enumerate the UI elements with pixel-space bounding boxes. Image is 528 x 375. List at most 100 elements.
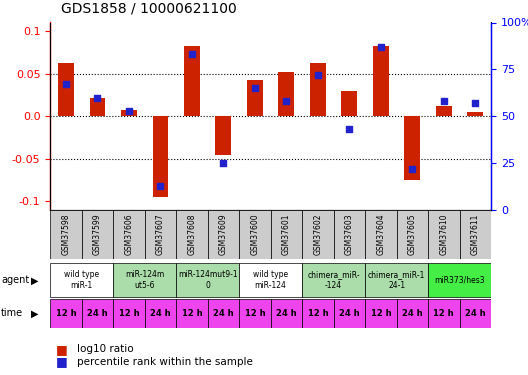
Point [471, 100, 479, 106]
Bar [270, 210, 302, 259]
Bar [50, 210, 82, 259]
Bar [365, 263, 428, 297]
Bar [428, 300, 459, 327]
Point [314, 72, 322, 78]
Text: ▶: ▶ [31, 275, 38, 285]
Text: GSM37609: GSM37609 [219, 214, 228, 255]
Text: percentile rank within the sample: percentile rank within the sample [77, 357, 252, 367]
Bar [365, 300, 397, 327]
Bar [113, 300, 145, 327]
Bar [82, 210, 113, 259]
Bar [436, 106, 451, 116]
Bar [113, 210, 145, 259]
Bar [310, 63, 326, 116]
Text: 24 h: 24 h [402, 309, 422, 318]
Bar [467, 112, 483, 116]
Point [62, 81, 70, 87]
Point [282, 98, 290, 104]
Text: GSM37603: GSM37603 [345, 214, 354, 255]
Text: wild type
miR-124: wild type miR-124 [253, 270, 288, 290]
Bar [373, 45, 389, 116]
Text: GSM37610: GSM37610 [439, 214, 448, 255]
Point [345, 126, 354, 132]
Text: GSM37605: GSM37605 [408, 214, 417, 255]
Bar [184, 45, 200, 116]
Point [440, 98, 448, 104]
Bar [334, 210, 365, 259]
Text: ■: ■ [55, 356, 67, 368]
Text: 24 h: 24 h [276, 309, 297, 318]
Bar [50, 263, 113, 297]
Text: 12 h: 12 h [433, 309, 454, 318]
Text: chimera_miR-
-124: chimera_miR- -124 [307, 270, 360, 290]
Text: GSM37601: GSM37601 [282, 214, 291, 255]
Bar [397, 300, 428, 327]
Point [125, 108, 133, 114]
Bar [459, 210, 491, 259]
Text: GSM37602: GSM37602 [313, 214, 322, 255]
Bar [342, 91, 357, 116]
Bar [82, 300, 113, 327]
Text: ■: ■ [55, 343, 67, 356]
Text: GSM37606: GSM37606 [125, 214, 134, 255]
Bar [176, 263, 239, 297]
Text: chimera_miR-1
24-1: chimera_miR-1 24-1 [368, 270, 425, 290]
Bar [428, 210, 459, 259]
Text: 12 h: 12 h [307, 309, 328, 318]
Bar [334, 300, 365, 327]
Text: miR-124mut9-1
0: miR-124mut9-1 0 [178, 270, 238, 290]
Text: time: time [1, 309, 23, 318]
Bar [176, 210, 208, 259]
Text: log10 ratio: log10 ratio [77, 345, 133, 354]
Bar [90, 98, 105, 116]
Text: wild type
miR-1: wild type miR-1 [64, 270, 99, 290]
Bar [270, 300, 302, 327]
Point [93, 94, 101, 100]
Text: GSM37598: GSM37598 [61, 214, 70, 255]
Bar [365, 210, 397, 259]
Bar [404, 116, 420, 180]
Point [187, 51, 196, 57]
Text: 24 h: 24 h [213, 309, 234, 318]
Text: GSM37607: GSM37607 [156, 214, 165, 255]
Bar [239, 300, 270, 327]
Text: 12 h: 12 h [119, 309, 139, 318]
Bar [121, 110, 137, 116]
Text: 12 h: 12 h [182, 309, 202, 318]
Bar [58, 63, 74, 116]
Text: miR-124m
ut5-6: miR-124m ut5-6 [125, 270, 164, 290]
Point [251, 85, 259, 91]
Bar [239, 210, 270, 259]
Point [408, 166, 417, 172]
Bar [428, 263, 491, 297]
Text: agent: agent [1, 275, 30, 285]
Text: 12 h: 12 h [371, 309, 391, 318]
Text: 12 h: 12 h [244, 309, 265, 318]
Bar [302, 300, 334, 327]
Text: GSM37600: GSM37600 [250, 214, 259, 255]
Text: 24 h: 24 h [150, 309, 171, 318]
Text: 24 h: 24 h [465, 309, 486, 318]
Bar [208, 300, 239, 327]
Text: 24 h: 24 h [339, 309, 360, 318]
Bar [239, 263, 302, 297]
Text: GSM37611: GSM37611 [471, 214, 480, 255]
Bar [459, 300, 491, 327]
Point [156, 183, 165, 189]
Bar [113, 263, 176, 297]
Point [376, 44, 385, 50]
Text: miR373/hes3: miR373/hes3 [434, 276, 485, 285]
Bar [153, 116, 168, 197]
Text: GSM37608: GSM37608 [187, 214, 196, 255]
Text: GDS1858 / 10000621100: GDS1858 / 10000621100 [61, 1, 237, 15]
Bar [397, 210, 428, 259]
Point [219, 160, 228, 166]
Bar [302, 263, 365, 297]
Bar [302, 210, 334, 259]
Text: 12 h: 12 h [55, 309, 76, 318]
Bar [176, 300, 208, 327]
Text: GSM37604: GSM37604 [376, 214, 385, 255]
Bar [145, 300, 176, 327]
Text: ▶: ▶ [31, 309, 38, 318]
Text: 24 h: 24 h [87, 309, 108, 318]
